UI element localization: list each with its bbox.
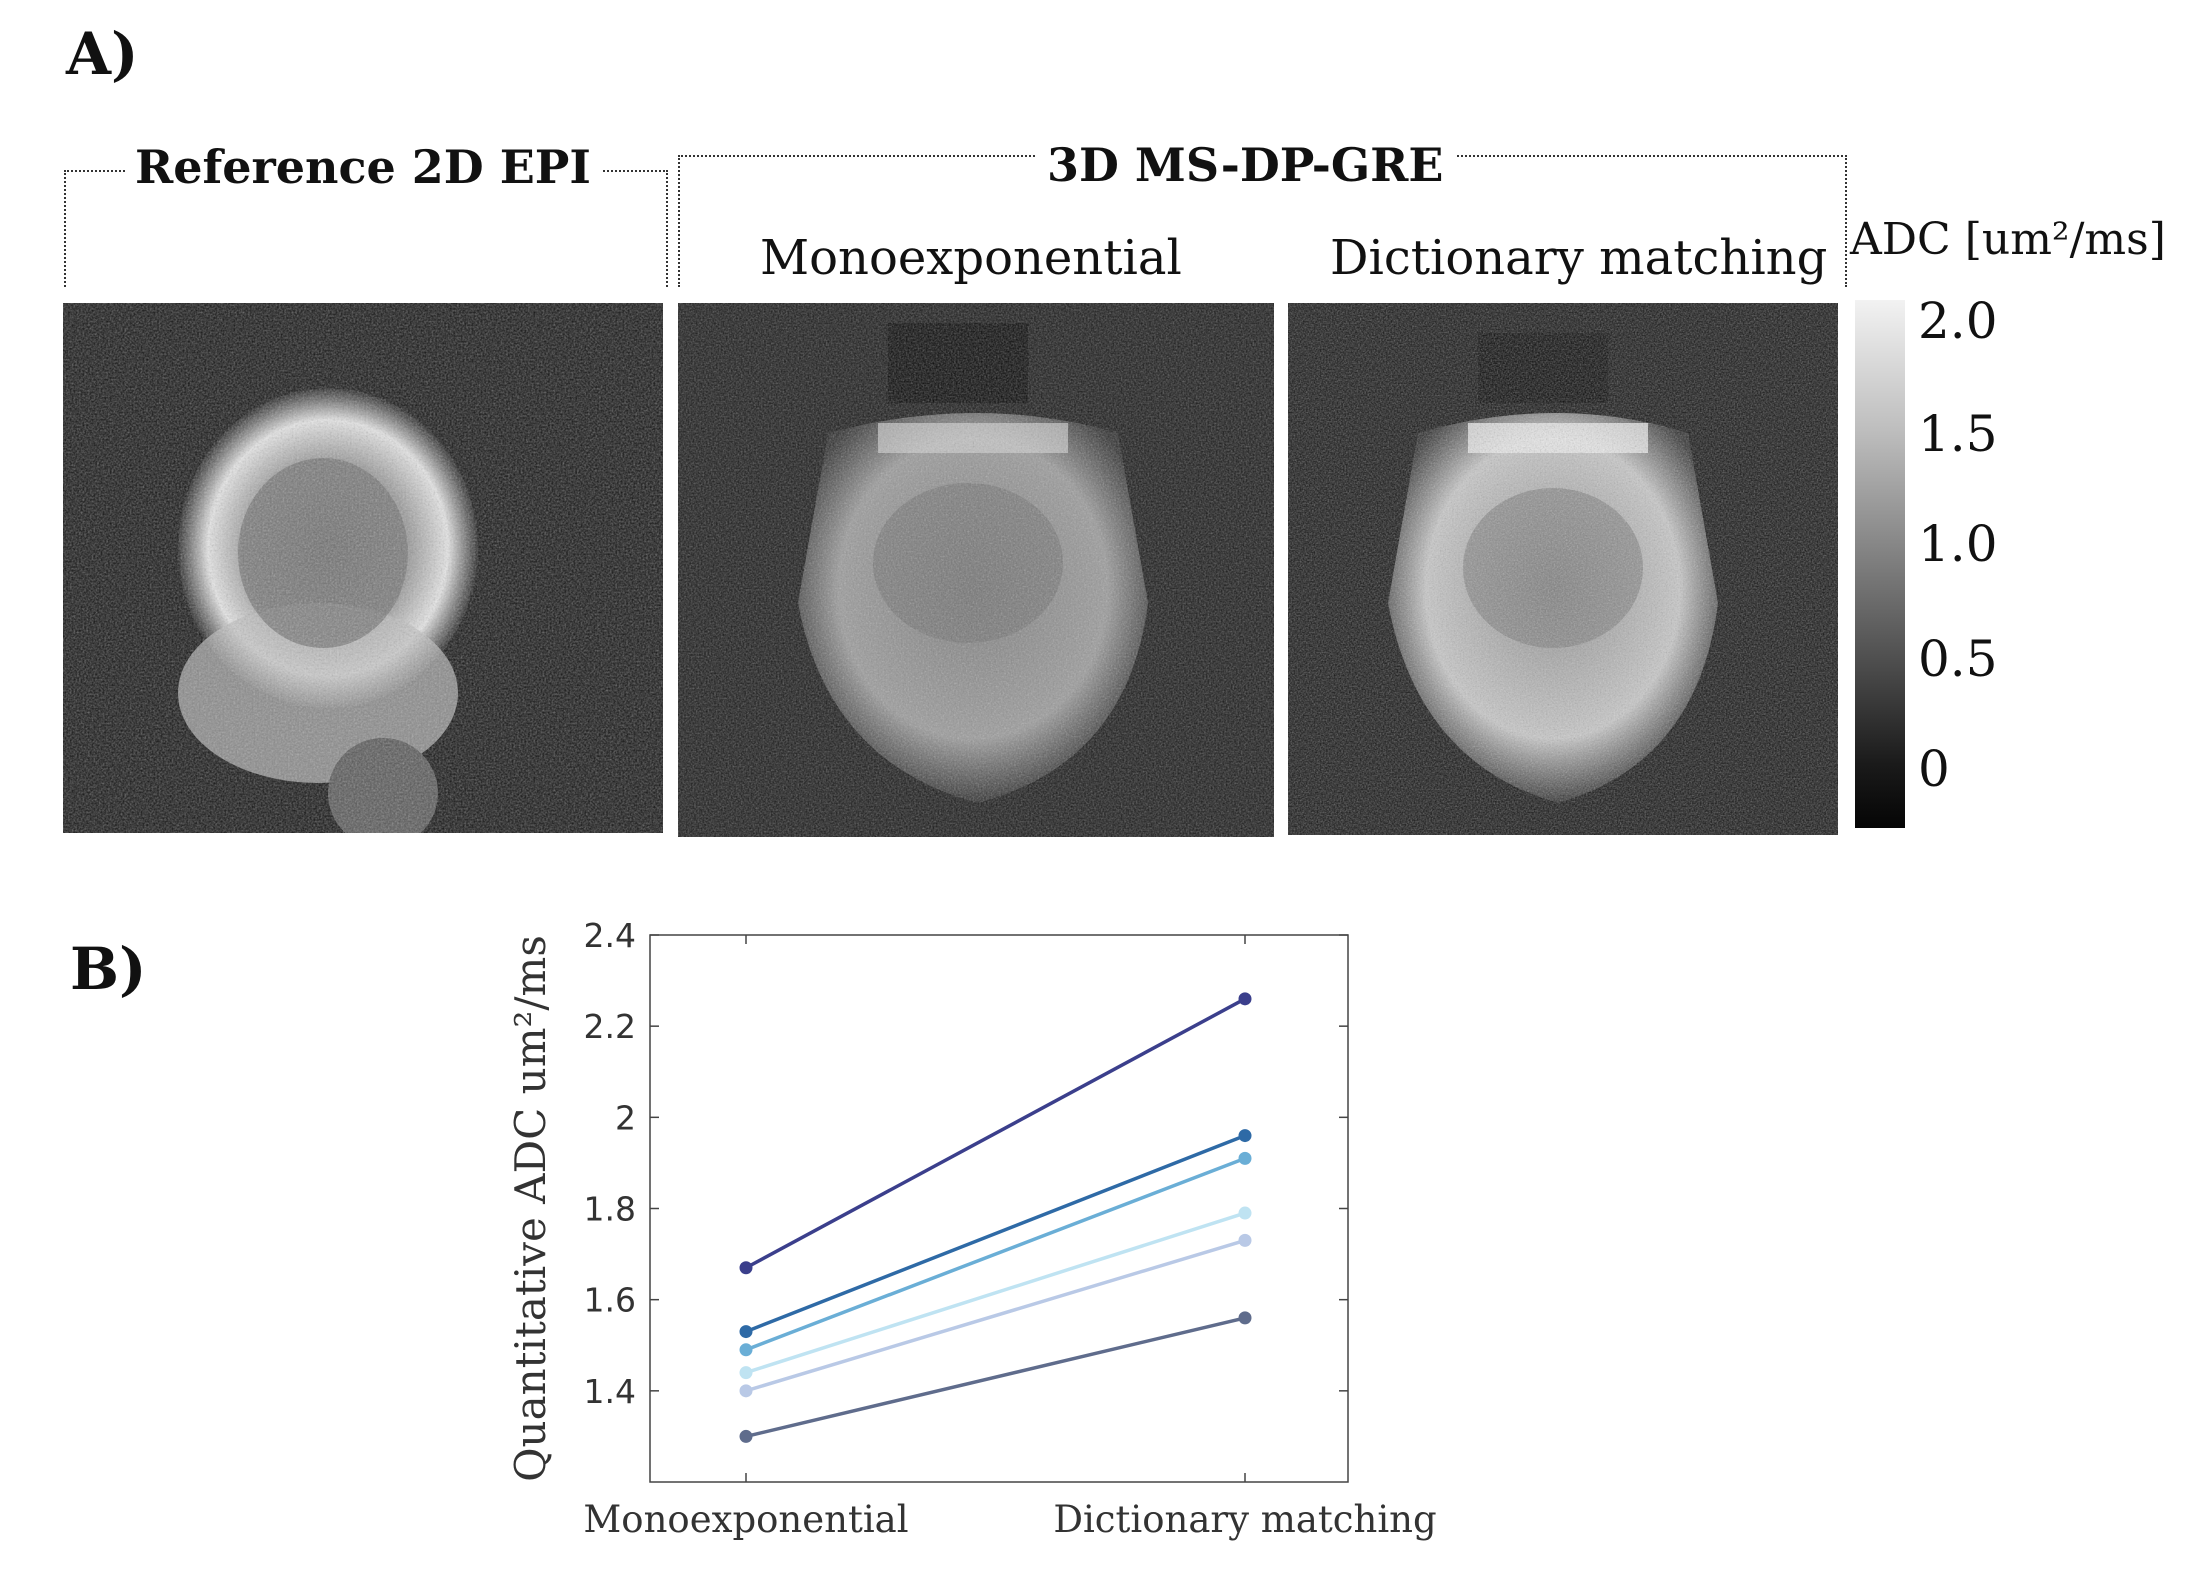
series-point	[1238, 1206, 1252, 1220]
y-tick-label: 2.4	[584, 916, 636, 955]
series-line	[745, 1238, 1246, 1393]
series-point	[739, 1429, 753, 1443]
y-tick-label: 2	[615, 1098, 636, 1137]
series-point	[739, 1325, 753, 1339]
colorbar-tick-0.5: 0.5	[1918, 630, 1998, 688]
series-point	[1238, 1129, 1252, 1143]
series-line	[745, 997, 1246, 1270]
series-point	[1238, 992, 1252, 1006]
series-point	[739, 1366, 753, 1380]
series-line	[745, 1133, 1246, 1334]
colorbar	[1855, 300, 1905, 828]
y-tick-label: 1.8	[584, 1190, 636, 1229]
panel-a-label: A)	[66, 20, 139, 88]
colorbar-tick-2.0: 2.0	[1918, 292, 1998, 350]
gre-title: 3D MS-DP-GRE	[1035, 138, 1456, 192]
monoexponential-adc-map	[678, 303, 1274, 837]
reference-epi-adc-map	[63, 303, 663, 833]
y-axis-label: Quantitative ADC um²/ms	[506, 935, 555, 1482]
colorbar-title: ADC [um²/ms]	[1850, 214, 2166, 265]
series-point	[1238, 1311, 1252, 1325]
series-point	[739, 1384, 753, 1398]
reference-2d-epi-title: Reference 2D EPI	[125, 140, 601, 194]
y-tick-label: 2.2	[584, 1007, 636, 1046]
colorbar-tick-0: 0	[1918, 740, 1950, 798]
series-point	[739, 1261, 753, 1275]
monoexponential-label: Monoexponential	[760, 230, 1182, 286]
y-tick-label: 1.4	[584, 1372, 636, 1411]
x-category-label: Dictionary matching	[1053, 1498, 1436, 1541]
series-line	[745, 1211, 1246, 1375]
series-line	[745, 1156, 1246, 1352]
panel-b-label: B)	[70, 935, 147, 1003]
x-category-label: Monoexponential	[583, 1498, 908, 1541]
dictionary-matching-adc-map	[1288, 303, 1838, 835]
dictionary-matching-label: Dictionary matching	[1330, 230, 1828, 286]
y-tick-label: 1.6	[584, 1281, 636, 1320]
series-line	[745, 1316, 1246, 1439]
colorbar-tick-1.5: 1.5	[1918, 405, 1998, 463]
series-point	[1238, 1233, 1252, 1247]
series-point	[1238, 1151, 1252, 1165]
series-point	[739, 1343, 753, 1357]
colorbar-tick-1.0: 1.0	[1918, 515, 1998, 573]
